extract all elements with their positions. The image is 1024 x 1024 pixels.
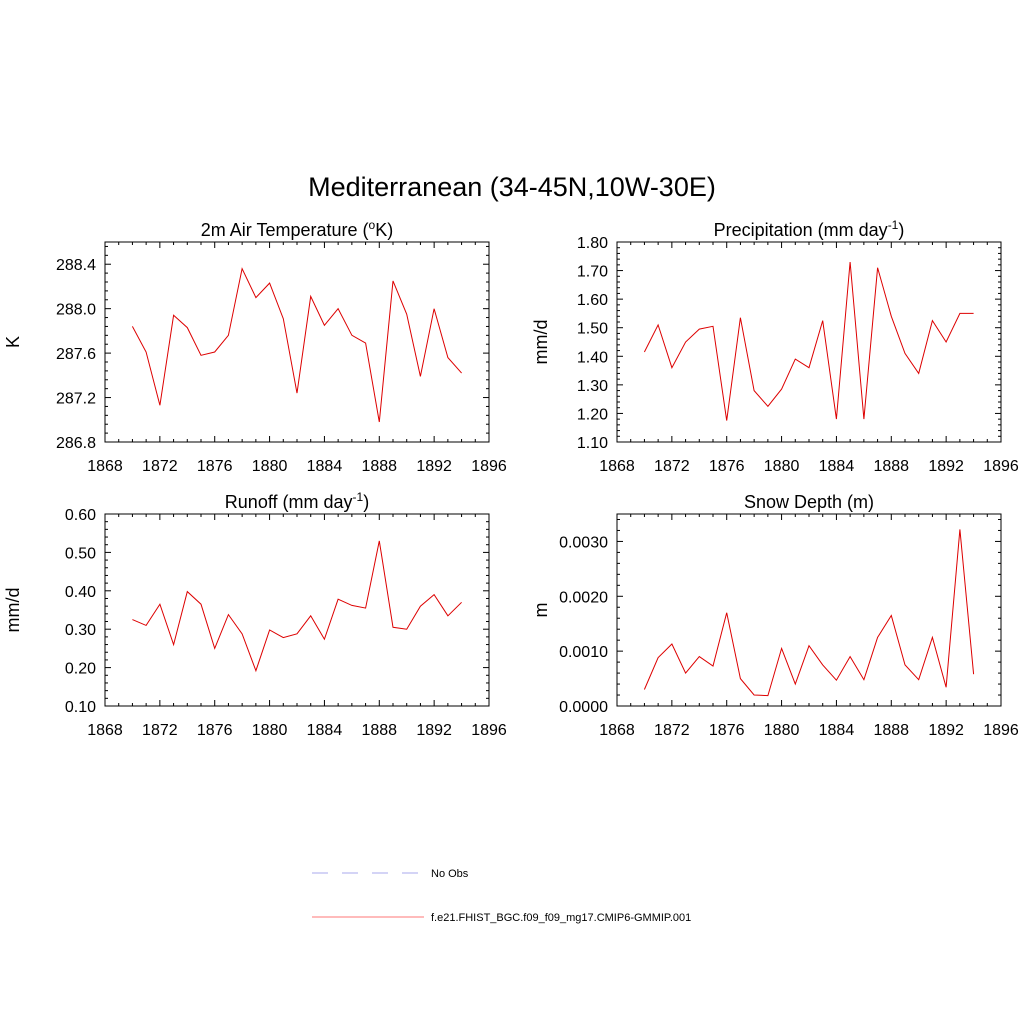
x-tick-label: 1884 [307,458,343,475]
plot-frame [104,241,490,443]
x-tick-label: 1888 [873,722,909,739]
x-tick-label: 1884 [307,722,343,739]
y-tick-label: 288.0 [56,302,96,319]
y-tick-label: 0.10 [65,699,96,716]
x-tick-label: 1876 [197,458,233,475]
y-tick-label: 288.4 [56,257,96,274]
x-tick-label: 1880 [764,722,800,739]
x-tick-label: 1892 [928,722,964,739]
series-line [132,540,462,673]
x-tick-label: 1868 [87,722,123,739]
x-tick-label: 1896 [983,722,1019,739]
panel-2: 1868 1872 1876 1880 1884 1888 1892 1896 1.10 1.20… [531,218,1019,475]
y-axis-label: K [3,336,23,348]
panel-title: Precipitation (mm day-1) [714,218,905,240]
y-axis-label: m [531,603,551,618]
x-tick-label: 1888 [361,458,397,475]
x-tick-label: 1884 [819,722,855,739]
x-tick-label: 1892 [928,458,964,475]
legend-label-2: f.e21.FHIST_BGC.f09_f09_mg17.CMIP6-GMMIP… [431,912,691,924]
x-tick-label: 1876 [197,722,233,739]
y-tick-label: 287.6 [56,346,96,363]
x-tick-label: 1896 [983,458,1019,475]
y-tick-label: 1.20 [577,406,608,423]
y-tick-label: 0.0030 [559,534,608,551]
y-axis-label: mm/d [531,320,551,365]
y-tick-label: 286.8 [56,435,96,452]
x-tick-label: 1892 [416,722,452,739]
y-tick-label: 0.0000 [559,699,608,716]
y-tick-label: 0.50 [65,545,96,562]
x-tick-label: 1896 [471,722,507,739]
main-title: Mediterranean (34-45N,10W-30E) [308,172,716,202]
x-tick-label: 1888 [873,458,909,475]
series-line [131,267,462,423]
y-tick-label: 1.10 [577,435,608,452]
y-tick-label: 1.50 [577,321,608,338]
x-tick-label: 1884 [819,458,855,475]
y-axis-label: mm/d [3,588,23,633]
x-tick-label: 1868 [87,458,123,475]
panel-title: Runoff (mm day-1) [225,490,369,512]
panel-3: 1868 1872 1876 1880 1884 1888 1892 1896 0.10 0.20… [3,490,507,739]
y-tick-label: 1.70 [577,264,608,281]
x-tick-label: 1880 [252,458,288,475]
x-tick-label: 1872 [142,458,178,475]
x-tick-label: 1868 [599,722,635,739]
y-tick-label: 1.40 [577,349,608,366]
panels: 1868 1872 1876 1880 1884 1888 1892 1896 286.8 287… [3,218,1019,739]
legend-label-1: No Obs [431,868,469,880]
x-tick-label: 1872 [142,722,178,739]
x-tick-label: 1896 [471,458,507,475]
y-tick-label: 0.20 [65,661,96,678]
y-tick-label: 0.30 [65,622,96,639]
y-tick-label: 0.0010 [559,644,608,661]
series-line [643,529,975,697]
plot-frame [616,241,1002,443]
x-tick-label: 1880 [252,722,288,739]
panel-4: 1868 1872 1876 1880 1884 1888 1892 1896 0.0000 0.… [531,492,1019,739]
x-tick-label: 1872 [654,458,690,475]
x-tick-label: 1876 [709,458,745,475]
y-tick-label: 1.80 [577,235,608,252]
y-tick-label: 1.30 [577,378,608,395]
y-tick-label: 0.40 [65,584,96,601]
y-tick-label: 0.0020 [559,589,608,606]
panel-title: 2m Air Temperature (oK) [201,218,393,240]
plot-frame [104,513,490,707]
panel-title: Snow Depth (m) [744,492,874,512]
x-tick-label: 1892 [416,458,452,475]
y-tick-label: 1.60 [577,292,608,309]
x-tick-label: 1880 [764,458,800,475]
series-line [643,261,974,421]
x-tick-label: 1868 [599,458,635,475]
legend: No Obs f.e21.FHIST_BGC.f09_f09_mg17.CMIP6… [312,868,691,924]
x-tick-label: 1876 [709,722,745,739]
y-tick-label: 0.60 [65,507,96,524]
y-tick-label: 287.2 [56,391,96,408]
x-tick-label: 1872 [654,722,690,739]
panel-1: 1868 1872 1876 1880 1884 1888 1892 1896 286.8 287… [3,218,507,475]
x-tick-label: 1888 [361,722,397,739]
